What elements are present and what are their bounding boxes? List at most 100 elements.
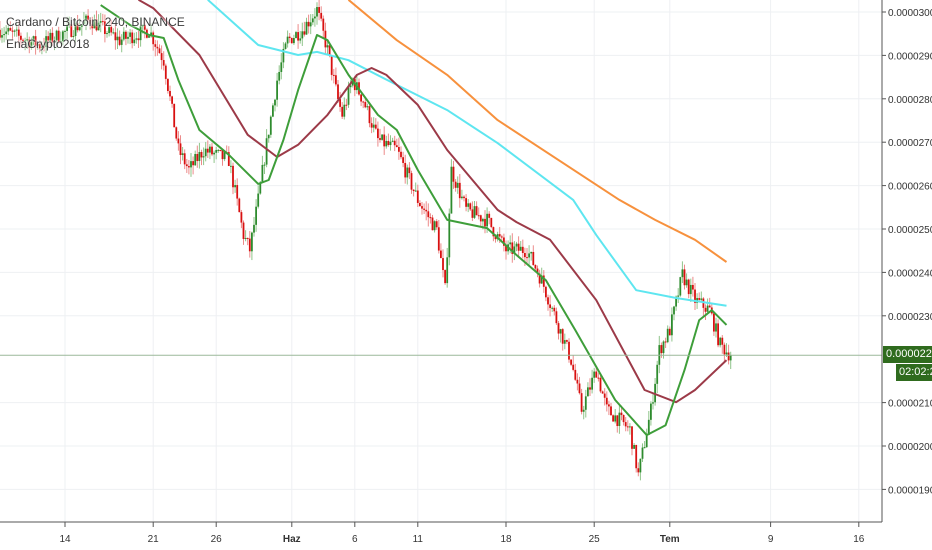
candle-body bbox=[704, 307, 707, 312]
candle-body bbox=[723, 344, 726, 355]
y-tick-label: 0.00002500 bbox=[888, 225, 932, 236]
y-tick-label: 0.00002900 bbox=[888, 51, 932, 62]
candle-body bbox=[668, 328, 671, 336]
x-tick-label: 9 bbox=[768, 534, 774, 545]
candle-body bbox=[57, 30, 60, 43]
candle-body bbox=[467, 203, 470, 207]
candle-body bbox=[45, 36, 47, 48]
candle-body bbox=[55, 30, 58, 41]
candle-body bbox=[70, 23, 73, 37]
candle-body bbox=[78, 27, 81, 31]
candle-body bbox=[328, 45, 331, 56]
candle-body bbox=[322, 18, 325, 31]
candle-body bbox=[299, 38, 302, 41]
candle-body bbox=[89, 19, 92, 25]
x-tick-label: Haz bbox=[283, 534, 301, 545]
moving-average-lines bbox=[100, 0, 728, 437]
candle-body bbox=[492, 227, 495, 237]
candle-body bbox=[589, 387, 591, 390]
candle-body bbox=[530, 251, 533, 254]
candle-body bbox=[419, 202, 421, 207]
candle-body bbox=[542, 275, 545, 287]
candle-body bbox=[188, 166, 190, 168]
candle-body bbox=[185, 164, 188, 167]
candle-body bbox=[511, 242, 514, 254]
candle-body bbox=[406, 167, 409, 178]
candle-body bbox=[261, 164, 264, 183]
candle-body bbox=[631, 426, 633, 449]
candle-body bbox=[62, 31, 64, 42]
moving-average-line bbox=[100, 4, 728, 437]
candle-body bbox=[341, 106, 344, 117]
y-tick-label: 0.00002300 bbox=[888, 312, 932, 323]
candle-body bbox=[576, 379, 579, 384]
candle-body bbox=[202, 156, 205, 158]
candle-body bbox=[465, 198, 467, 207]
candle-body bbox=[347, 87, 350, 105]
candle-body bbox=[574, 369, 577, 380]
x-tick-label: 16 bbox=[853, 534, 865, 545]
candle-body bbox=[179, 143, 182, 155]
candle-body bbox=[122, 31, 125, 40]
candle-body bbox=[584, 396, 587, 410]
candle-body bbox=[288, 36, 291, 39]
candle-body bbox=[374, 124, 377, 129]
candle-body bbox=[379, 138, 381, 140]
y-tick-label: 0.00002400 bbox=[888, 268, 932, 279]
candle-body bbox=[652, 402, 654, 404]
time-axis-ticks: 14 21 26 Haz 6 11 18 25 Tem 9 16 bbox=[59, 522, 865, 545]
candle-body bbox=[597, 377, 600, 379]
candle-body bbox=[475, 206, 478, 216]
candle-body bbox=[87, 15, 89, 20]
x-tick-label: 11 bbox=[413, 534, 424, 545]
candle-body bbox=[639, 458, 642, 473]
candle-body bbox=[618, 412, 621, 427]
candle-body bbox=[727, 352, 730, 361]
candle-body bbox=[343, 104, 346, 117]
candle-body bbox=[524, 253, 526, 258]
candle-body bbox=[725, 352, 728, 355]
candle-body bbox=[11, 30, 14, 32]
candle-body bbox=[332, 74, 335, 76]
y-tick-label: 0.00002000 bbox=[888, 442, 932, 453]
price-axis[interactable] bbox=[882, 0, 932, 522]
candle-body bbox=[471, 209, 474, 218]
candle-body bbox=[38, 43, 41, 49]
candle-body bbox=[572, 364, 575, 370]
candle-body bbox=[452, 166, 455, 182]
candle-body bbox=[112, 32, 115, 34]
candle-body bbox=[458, 182, 461, 199]
candle-body bbox=[626, 426, 629, 428]
candle-body bbox=[601, 391, 604, 394]
candle-body bbox=[477, 215, 480, 217]
candle-body bbox=[74, 23, 77, 36]
candle-body bbox=[660, 345, 663, 354]
candle-body bbox=[721, 337, 724, 345]
price-axis-ticks: 0.00003000 0.00002900 0.00002800 0.00002700… bbox=[882, 8, 932, 496]
y-tick-label: 0.00003000 bbox=[888, 8, 932, 19]
candle-body bbox=[645, 434, 648, 448]
candle-body bbox=[715, 323, 717, 332]
candle-body bbox=[633, 445, 635, 449]
candle-body bbox=[532, 251, 535, 265]
time-axis[interactable] bbox=[0, 522, 882, 550]
candle-body bbox=[167, 78, 169, 91]
candle-body bbox=[578, 383, 581, 394]
candle-body bbox=[610, 406, 612, 416]
candle-body bbox=[687, 279, 690, 295]
candle-body bbox=[41, 46, 43, 49]
candle-body bbox=[595, 371, 598, 378]
candle-body bbox=[482, 218, 484, 222]
x-tick-label: 14 bbox=[59, 534, 71, 545]
candle-body bbox=[114, 32, 117, 41]
candle-body bbox=[662, 341, 665, 354]
candle-body bbox=[148, 35, 150, 38]
candle-body bbox=[251, 232, 253, 252]
candle-body bbox=[421, 206, 423, 209]
candle-body bbox=[622, 415, 625, 423]
candle-body bbox=[368, 106, 371, 124]
candle-body bbox=[160, 53, 163, 61]
candle-body bbox=[383, 134, 386, 147]
candle-body bbox=[490, 217, 493, 228]
